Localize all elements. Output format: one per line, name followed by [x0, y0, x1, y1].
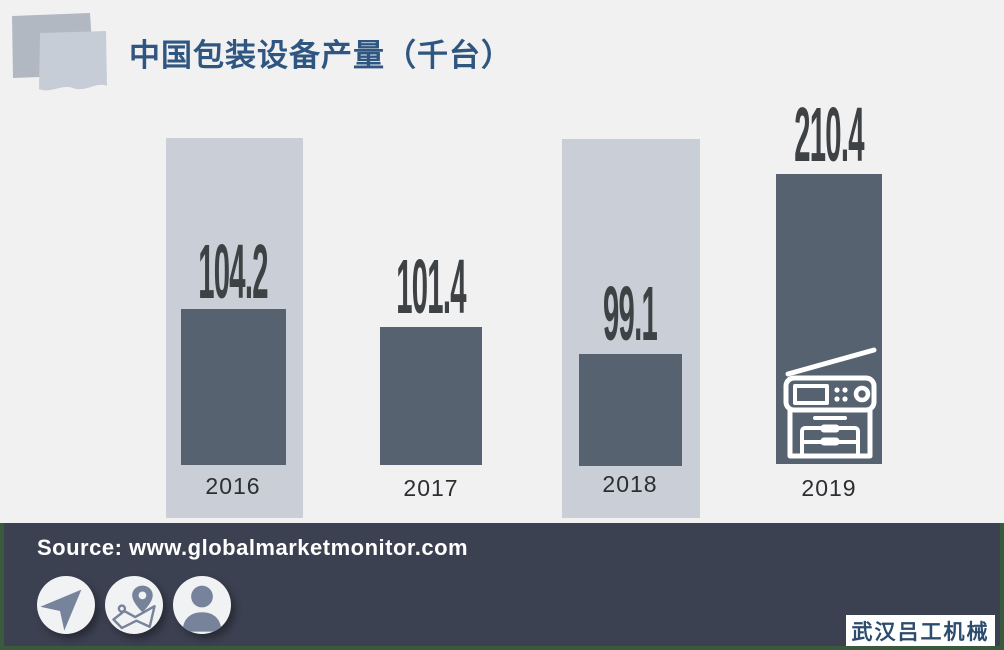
bar-2017 — [380, 327, 482, 465]
person-icon — [182, 585, 222, 632]
value-label-2017: 101.4 — [396, 244, 466, 330]
bar-2019 — [776, 174, 882, 464]
map-pin-icon — [112, 585, 156, 630]
year-label-2018: 2018 — [602, 471, 658, 497]
year-label-2016: 2016 — [205, 473, 261, 499]
bar-2018 — [579, 354, 682, 466]
send-button[interactable] — [37, 576, 95, 634]
year-label-2017: 2017 — [403, 475, 459, 501]
profile-button[interactable] — [173, 576, 231, 634]
printer-icon — [783, 347, 877, 459]
bar-2016 — [181, 309, 286, 465]
value-label-2018: 99.1 — [603, 271, 658, 357]
corner-ribbon-decoration — [12, 13, 107, 91]
chart-title: 中国包装设备产量（千台） — [129, 38, 513, 73]
watermark-badge: 武汉吕工机械 — [846, 615, 995, 646]
footer-band: Source: www.globalmarketmonitor.com 武汉吕工… — [0, 523, 1004, 650]
value-label-2019: 210.4 — [794, 92, 864, 178]
send-icon — [40, 589, 82, 631]
source-text: Source: www.globalmarketmonitor.com — [37, 535, 469, 560]
map-button[interactable] — [105, 576, 163, 634]
year-label-2019: 2019 — [801, 475, 857, 501]
value-label-2016: 104.2 — [198, 229, 268, 315]
